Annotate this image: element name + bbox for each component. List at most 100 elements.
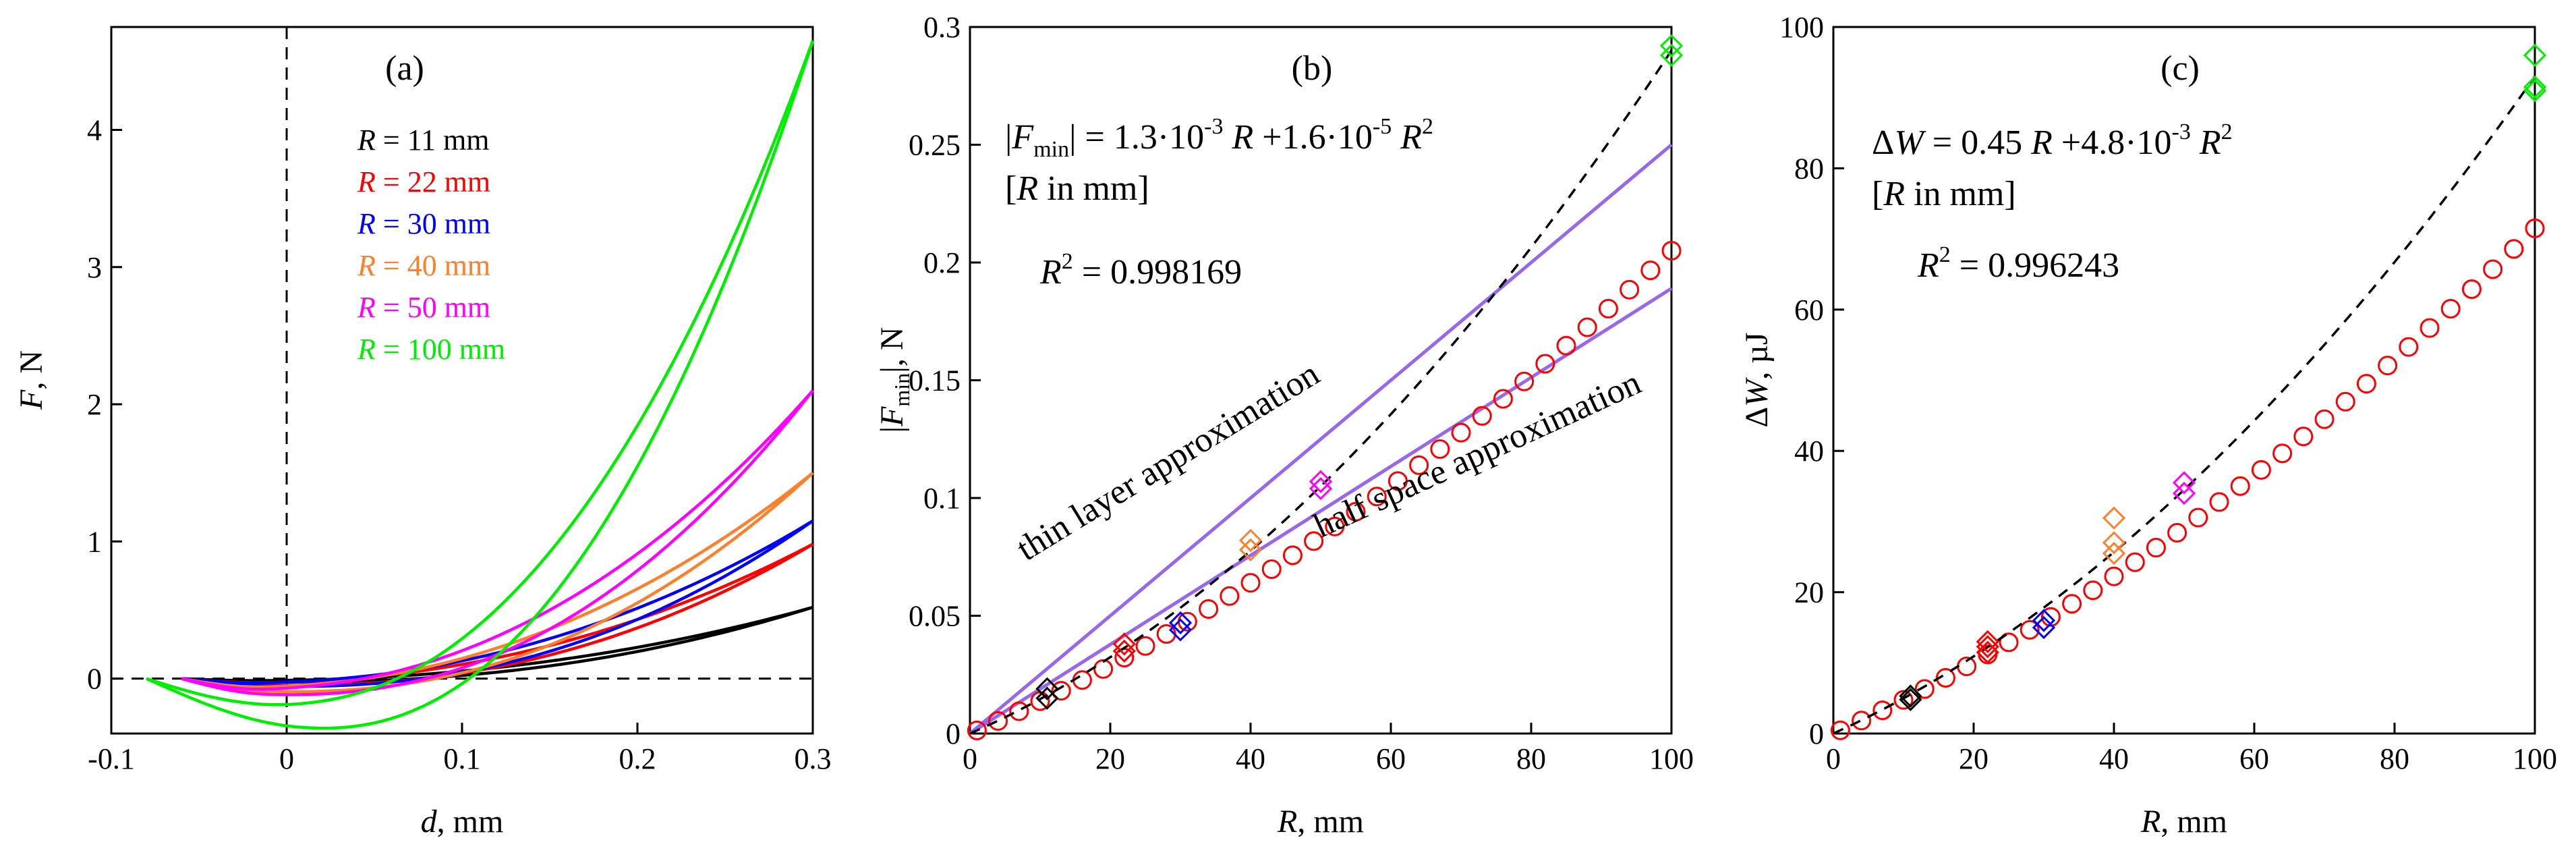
x-tick-label: 0.3 — [795, 742, 832, 775]
measured-point — [2032, 609, 2056, 632]
legend-entry: R = 22 mm — [357, 165, 490, 198]
force-curve-loading-R-=-30-mm — [181, 519, 814, 685]
simulation-point — [2104, 566, 2124, 586]
x-tick-label: 0 — [279, 742, 294, 775]
y-tick-label: 20 — [1794, 576, 1824, 609]
simulation-point — [2356, 374, 2376, 394]
legend-var: R — [357, 123, 376, 157]
simulation-point — [2399, 337, 2419, 357]
simulation-point — [2483, 259, 2503, 279]
simulation-point — [1367, 487, 1387, 507]
y-tick-label: 0.3 — [923, 11, 961, 44]
simulation-point — [1640, 260, 1661, 281]
simulation-point — [1472, 406, 1492, 426]
simulation-point — [2020, 619, 2040, 640]
panel-c-units-note: [R in mm] — [1872, 175, 2016, 213]
simulation-point — [2440, 299, 2461, 319]
simulation-point — [988, 711, 1008, 731]
y-tick-label: 40 — [1794, 435, 1824, 468]
x-tick-label: 80 — [1516, 742, 1546, 775]
panel-c-r-squared: R2 = 0.996243 — [1917, 242, 2119, 285]
y-tick-label: 0.15 — [909, 364, 961, 397]
x-tick-label: 0 — [1826, 742, 1841, 775]
x-tick-label: 60 — [2239, 742, 2269, 775]
force-curve-unloading-R-=-40-mm — [181, 472, 814, 694]
x-tick-label: 20 — [1095, 742, 1125, 775]
simulation-point — [2083, 580, 2103, 601]
y-tick-label: 80 — [1794, 152, 1824, 185]
measured-point — [1035, 677, 1059, 700]
x-tick-label: 20 — [1959, 742, 1988, 775]
simulation-point — [1451, 422, 1471, 443]
measured-point — [1899, 684, 1922, 708]
panel-a-curves — [111, 27, 815, 734]
simulation-point — [2146, 538, 2166, 558]
y-tick-label: 2 — [87, 388, 102, 421]
y-tick-label: 1 — [87, 525, 102, 558]
simulation-point — [2188, 507, 2208, 528]
simulation-point — [2209, 492, 2229, 512]
measured-point — [1168, 611, 1193, 635]
simulation-point — [1914, 679, 1935, 699]
simulation-point — [2230, 476, 2250, 496]
panel-c-x-ticks: 0 20 40 60 80 100 — [1826, 723, 2557, 775]
y-tick-label: 0 — [1809, 717, 1824, 750]
y-tick-label: 0.25 — [909, 129, 961, 162]
quadratic-fit-dashed-curve — [969, 49, 1673, 735]
simulation-point — [1220, 586, 1240, 606]
legend-entry: R = 40 mm — [357, 249, 490, 282]
simulation-point — [1999, 632, 2019, 653]
legend-var: R — [357, 333, 376, 366]
panel-a-x-ticks: -0.1 0 0.1 0.2 0.3 — [88, 723, 832, 775]
measured-point — [2523, 75, 2547, 99]
measured-point — [2102, 541, 2126, 565]
simulation-point — [2125, 552, 2145, 572]
y-tick-label: 0.1 — [923, 482, 961, 515]
panel-c: 0 20 40 60 80 100 0 20 40 60 80 100 (c) ΔW = 0.45 … — [1739, 11, 2557, 839]
simulation-point — [2461, 279, 2482, 299]
legend-var: R — [357, 165, 376, 198]
simulation-point — [1387, 471, 1408, 491]
x-tick-label: -0.1 — [88, 742, 135, 775]
y-tick-label: 0 — [946, 717, 961, 750]
panel-b-r-squared: R2 = 0.998169 — [1039, 249, 1242, 292]
legend-value: = 50 mm — [376, 291, 490, 324]
panel-a-y-ticks: 0 1 2 3 4 — [87, 113, 122, 696]
simulation-point — [1114, 648, 1135, 668]
y-tick-label: 3 — [87, 251, 102, 284]
simulation-point — [1661, 241, 1682, 261]
simulation-point — [2314, 409, 2335, 429]
panel-a-label: (a) — [385, 49, 424, 88]
simulation-point — [1261, 559, 1282, 580]
x-tick-label: 0.1 — [444, 742, 481, 775]
simulation-point — [1872, 700, 1893, 721]
simulation-point — [1135, 636, 1155, 656]
simulation-point — [1577, 317, 1597, 337]
panel-b-equation: |Fmin| = 1.3·10-3 R +1.6·10-5 R2 — [1005, 114, 1433, 162]
simulation-point — [2062, 594, 2082, 614]
panel-b-x-ticks: 0 20 40 60 80 100 — [963, 723, 1694, 775]
simulation-point — [1240, 573, 1261, 593]
simulation-point — [1620, 279, 1640, 300]
y-tick-label: 0.05 — [909, 600, 961, 633]
simulation-point — [2293, 426, 2314, 447]
measured-point — [2523, 79, 2547, 103]
panel-c-label: (c) — [2160, 49, 2200, 88]
force-curve-loading-R-=-100-mm — [146, 40, 815, 707]
simulation-point — [1282, 545, 1303, 565]
force-curve-unloading-R-=-30-mm — [181, 520, 814, 688]
legend-entry: R = 11 mm — [357, 123, 490, 157]
legend-value: = 30 mm — [376, 207, 490, 240]
force-curve-unloading-R-=-11-mm — [181, 605, 813, 684]
panel-b-y-axis-label: |Fmin|, N — [874, 327, 914, 433]
legend-value: = 40 mm — [376, 249, 490, 282]
panel-b-x-axis-label: R, mm — [1277, 804, 1364, 839]
measured-point — [2172, 481, 2196, 505]
simulation-point — [2420, 318, 2440, 338]
simulation-point — [1514, 371, 1535, 391]
panel-c-y-ticks: 0 20 40 60 80 100 — [1779, 11, 1844, 750]
panel-c-equation: ΔW = 0.45 R +4.8·10-3 R2 — [1872, 119, 2233, 162]
panel-a-x-axis-label: d, mm — [421, 804, 504, 839]
